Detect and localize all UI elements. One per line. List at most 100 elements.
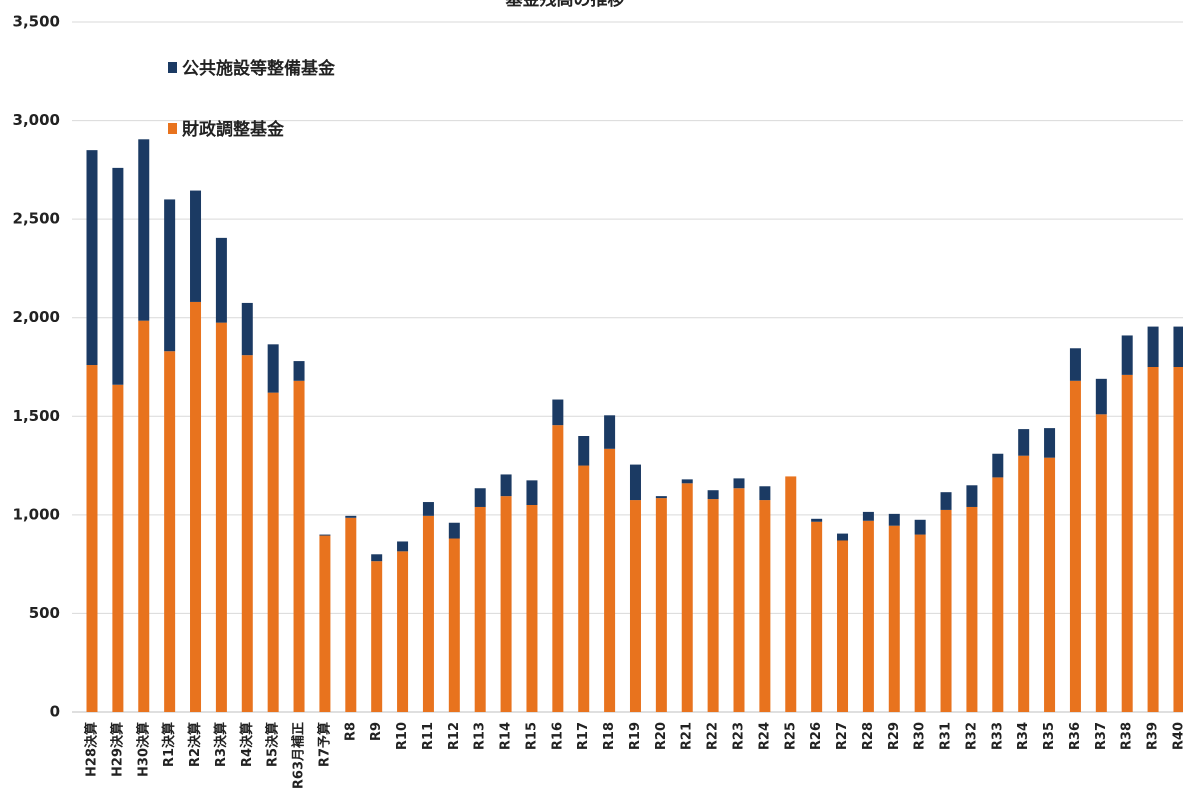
- x-tick-label: R9: [369, 722, 384, 741]
- x-tick-label: R16: [550, 722, 565, 750]
- bar-fiscal-adjustment-fund: [914, 534, 926, 712]
- bar-fiscal-adjustment-fund: [1173, 367, 1183, 712]
- bar-public-facilities-fund: [811, 518, 823, 522]
- x-tick-label: R35: [1042, 722, 1057, 750]
- bar-public-facilities-fund: [681, 479, 693, 484]
- gridlines: [72, 21, 1183, 713]
- bar-fiscal-adjustment-fund: [138, 320, 150, 712]
- x-tick-label: R28: [861, 722, 876, 750]
- x-tick-label: R5決算: [265, 722, 281, 767]
- x-axis: H28決算 H29決算 H30決算 R1決算 R2決算 R3決算 R4決算 R5決算 R63月補…: [84, 722, 1183, 789]
- bar-fiscal-adjustment-fund: [112, 384, 124, 712]
- bar-fiscal-adjustment-fund: [371, 561, 383, 712]
- bar-public-facilities-fund: [940, 492, 952, 510]
- y-tick-label: 1,500: [13, 407, 60, 425]
- bar-fiscal-adjustment-fund: [526, 505, 538, 712]
- x-tick-label: R38: [1120, 722, 1135, 750]
- bar-fiscal-adjustment-fund: [474, 506, 486, 712]
- bar-public-facilities-fund: [241, 302, 253, 356]
- bar-fiscal-adjustment-fund: [552, 425, 564, 712]
- bar-public-facilities-fund: [500, 474, 512, 497]
- bar-public-facilities-fund: [112, 167, 124, 385]
- bar-fiscal-adjustment-fund: [164, 351, 176, 712]
- y-tick-label: 2,500: [13, 210, 60, 228]
- bar-fiscal-adjustment-fund: [862, 520, 874, 712]
- x-tick-label: R40: [1171, 722, 1183, 750]
- x-tick-label: R31: [939, 722, 954, 750]
- legend: 公共施設等整備基金 財政調整基金: [168, 58, 336, 140]
- bar-fiscal-adjustment-fund: [966, 506, 978, 712]
- bar-fiscal-adjustment-fund: [293, 380, 305, 712]
- bar-public-facilities-fund: [1173, 326, 1183, 367]
- bar-public-facilities-fund: [215, 237, 227, 323]
- x-tick-label: R15: [524, 722, 539, 750]
- y-tick-label: 3,000: [13, 111, 60, 129]
- bar-public-facilities-fund: [267, 344, 279, 393]
- x-tick-label: R27: [835, 722, 850, 750]
- bar-fiscal-adjustment-fund: [992, 477, 1004, 712]
- x-tick-label: H29決算: [109, 722, 125, 777]
- x-tick-label: R13: [473, 722, 488, 750]
- x-tick-label: R2決算: [187, 722, 203, 767]
- legend-swatch-public-facilities: [168, 62, 177, 73]
- bars: [86, 139, 1183, 712]
- y-axis: 0 500 1,000 1,500 2,000 2,500 3,000 3,500: [13, 13, 60, 721]
- x-tick-label: R24: [757, 722, 772, 750]
- bar-public-facilities-fund: [733, 478, 745, 489]
- bar-fiscal-adjustment-fund: [241, 355, 253, 712]
- bar-public-facilities-fund: [190, 190, 202, 302]
- x-tick-label: R20: [654, 722, 669, 750]
- y-tick-label: 1,000: [13, 505, 60, 523]
- bar-public-facilities-fund: [862, 511, 874, 521]
- x-tick-label: R30: [913, 722, 928, 750]
- x-tick-label: R39: [1146, 722, 1161, 750]
- x-tick-label: R23: [732, 722, 747, 750]
- bar-public-facilities-fund: [604, 415, 616, 449]
- bar-public-facilities-fund: [966, 485, 978, 507]
- x-tick-label: R12: [447, 722, 462, 750]
- bar-public-facilities-fund: [422, 502, 434, 516]
- x-tick-label: R36: [1068, 722, 1083, 750]
- y-tick-label: 0: [50, 703, 60, 721]
- x-tick-label: R33: [990, 722, 1005, 750]
- bar-fiscal-adjustment-fund: [888, 525, 900, 712]
- bar-public-facilities-fund: [319, 534, 331, 536]
- x-tick-label: R3決算: [213, 722, 229, 767]
- x-tick-label: R1決算: [161, 722, 177, 767]
- x-tick-label: R32: [964, 722, 979, 750]
- bar-fiscal-adjustment-fund: [837, 540, 849, 712]
- bar-public-facilities-fund: [759, 486, 771, 501]
- bar-fiscal-adjustment-fund: [267, 392, 279, 712]
- bar-fiscal-adjustment-fund: [759, 500, 771, 712]
- x-tick-label: R11: [421, 722, 436, 750]
- bar-fiscal-adjustment-fund: [1147, 367, 1159, 712]
- bar-fiscal-adjustment-fund: [1044, 457, 1056, 712]
- bar-public-facilities-fund: [474, 488, 486, 507]
- bar-fiscal-adjustment-fund: [345, 517, 357, 712]
- bar-fiscal-adjustment-fund: [1069, 380, 1081, 712]
- bar-fiscal-adjustment-fund: [422, 515, 434, 712]
- legend-swatch-fiscal-adjustment: [168, 123, 177, 134]
- bar-public-facilities-fund: [397, 541, 409, 552]
- bar-public-facilities-fund: [552, 399, 564, 426]
- bar-public-facilities-fund: [448, 522, 460, 539]
- bar-public-facilities-fund: [1095, 378, 1107, 415]
- bar-public-facilities-fund: [345, 515, 357, 518]
- bar-public-facilities-fund: [1147, 326, 1159, 367]
- bar-fiscal-adjustment-fund: [500, 496, 512, 712]
- bar-fiscal-adjustment-fund: [733, 488, 745, 712]
- bar-fiscal-adjustment-fund: [681, 483, 693, 712]
- x-tick-label: R14: [499, 722, 514, 750]
- bar-public-facilities-fund: [837, 533, 849, 541]
- y-tick-label: 500: [29, 604, 60, 622]
- bar-fiscal-adjustment-fund: [629, 500, 641, 712]
- bar-fiscal-adjustment-fund: [1018, 455, 1030, 712]
- bar-public-facilities-fund: [164, 199, 176, 352]
- y-tick-label: 3,500: [13, 13, 60, 31]
- x-tick-label: R4決算: [239, 722, 255, 767]
- bar-fiscal-adjustment-fund: [448, 538, 460, 712]
- bar-fiscal-adjustment-fund: [811, 521, 823, 712]
- x-tick-label: R22: [706, 722, 721, 750]
- bar-public-facilities-fund: [526, 480, 538, 505]
